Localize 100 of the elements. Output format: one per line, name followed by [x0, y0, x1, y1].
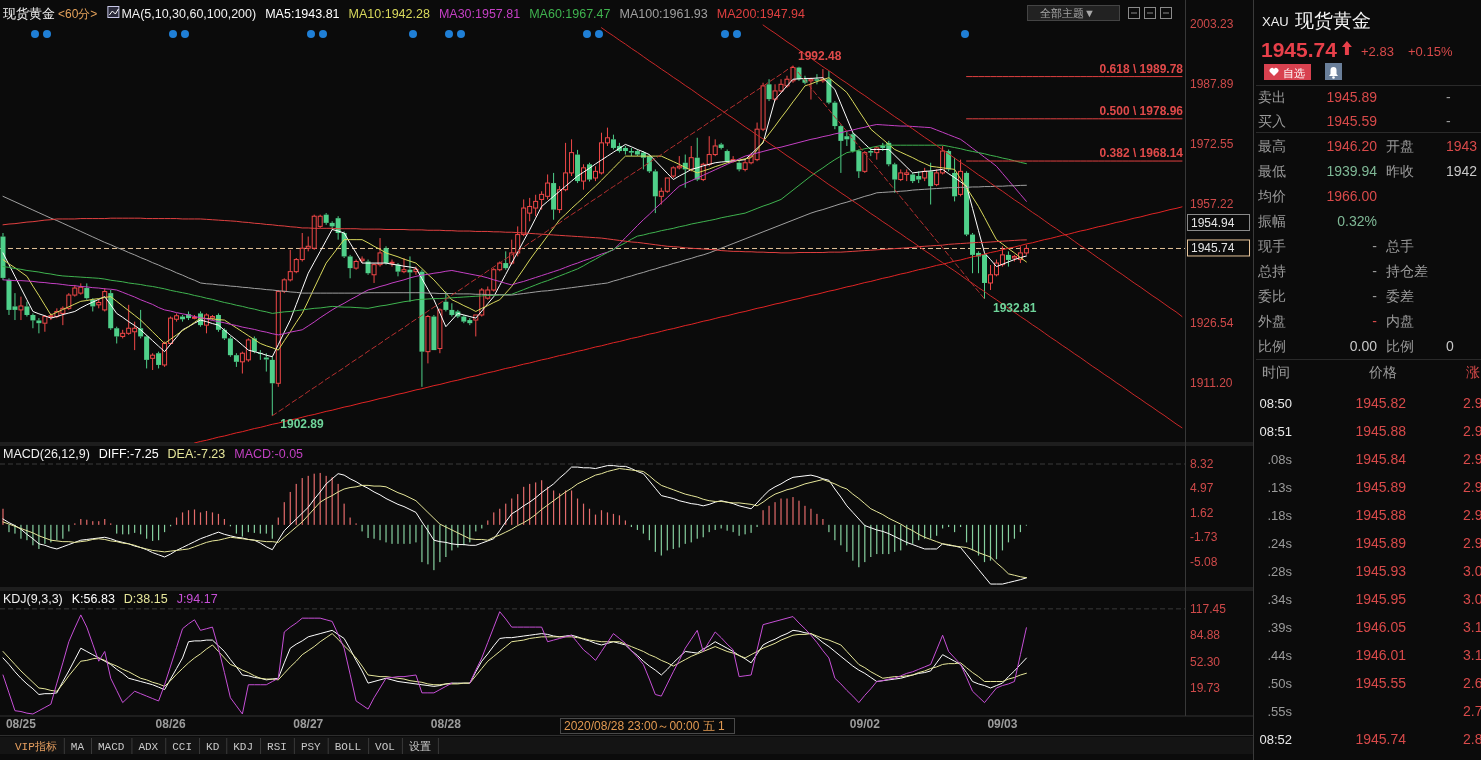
text: 设置 [408, 741, 431, 753]
text: 昨收 [1386, 163, 1414, 180]
text: 1939.94 [1326, 163, 1378, 180]
text: ADX [138, 741, 159, 753]
text: 总持 [1257, 262, 1286, 279]
legend-text: K:56.83 [71, 592, 115, 606]
cursor-tooltip: 2020/08/28 23:00～00:00 五 1 [560, 718, 735, 734]
y-tick-label: 84.88 [1190, 628, 1221, 643]
text: 振幅 [1258, 213, 1286, 229]
y-tick-label: 117.45 [1190, 601, 1226, 616]
text: 开盘 [1386, 138, 1414, 155]
y-tick-label: 4.97 [1190, 481, 1214, 496]
legend-text: MA200:1947.94 [716, 7, 806, 21]
y-tick-label: 1926.54 [1190, 316, 1234, 331]
text: 2.9 [1463, 423, 1481, 439]
axis-value-box: 1954.94 [1187, 214, 1250, 231]
text: .44s [1267, 648, 1293, 663]
y-tick-label: 1911.20 [1190, 376, 1233, 391]
text: 08:51 [1259, 424, 1292, 439]
text: 1945.59 [1326, 113, 1378, 130]
text: 2.8 [1463, 731, 1481, 747]
text: 现手 [1258, 237, 1286, 254]
x-tick-label: 08/27 [293, 717, 324, 731]
text: 1945.82 [1355, 395, 1407, 411]
text: 卖出 [1258, 88, 1286, 105]
y-tick-label: 1.62 [1190, 506, 1214, 520]
legend-text: <60分> [58, 7, 98, 21]
text: .50s [1267, 676, 1293, 691]
text: 2.6 [1463, 675, 1481, 691]
x-tick-label: 09/03 [987, 717, 1018, 731]
text: 买入 [1258, 113, 1286, 130]
x-tick-label: 08/28 [430, 717, 461, 731]
text: 外盘 [1258, 312, 1286, 329]
text: 2.7 [1463, 703, 1481, 719]
text: 1945.88 [1355, 423, 1407, 439]
text: 3.0 [1463, 563, 1481, 579]
x-tick-label: 09/02 [849, 717, 880, 731]
legend-text: J:94.17 [176, 592, 218, 606]
text: BOLL [334, 741, 362, 753]
text: .13s [1267, 480, 1293, 495]
text: MACD [98, 741, 125, 753]
text: - [1446, 88, 1451, 105]
text: +0.15% [1408, 44, 1453, 59]
annotation: 1902.89 [280, 416, 324, 431]
text: .39s [1267, 620, 1293, 635]
text: 1945.89 [1355, 535, 1407, 551]
text: - [1446, 113, 1451, 130]
text: MA [70, 741, 85, 753]
text: PSY [300, 741, 322, 753]
text: 2.9 [1463, 451, 1481, 467]
legend-text: MA5:1943.81 [265, 7, 340, 21]
text: 1946.01 [1355, 647, 1407, 663]
annotation: 0.382 \ 1968.14 [1099, 146, 1183, 161]
y-tick-label: 52.30 [1190, 654, 1221, 669]
text: .18s [1267, 508, 1293, 523]
y-tick-label: 8.32 [1190, 457, 1214, 471]
text: 3.1 [1463, 619, 1481, 635]
text: 08:50 [1259, 396, 1292, 411]
text: 1945.89 [1326, 88, 1378, 105]
legend-text: D:38.15 [123, 592, 168, 606]
y-tick-label: 1987.89 [1190, 76, 1234, 91]
y-tick-label: -5.08 [1190, 554, 1218, 569]
text: 0.32% [1337, 213, 1377, 229]
text: RSI [267, 741, 287, 753]
text: 1945.74 [1261, 38, 1338, 61]
text: 2.9 [1463, 535, 1481, 551]
legend-text: MA10:1942.28 [348, 7, 430, 21]
legend-text: MACD:-0.05 [234, 447, 304, 461]
text: 涨 [1466, 364, 1480, 380]
y-tick-label: 2003.23 [1190, 17, 1234, 32]
legend-text: DIFF:-7.25 [98, 447, 159, 461]
ref-line-label: 1945.74 [1191, 241, 1235, 256]
y-tick-label: 19.73 [1190, 681, 1221, 696]
text: 时间 [1262, 364, 1290, 380]
text: - [1372, 287, 1378, 304]
text: .34s [1267, 592, 1293, 607]
text: 1945.84 [1355, 451, 1407, 467]
text: 现货黄金 [1294, 10, 1371, 31]
text: 比例 [1386, 337, 1414, 354]
legend-text: MA100:1961.93 [619, 7, 708, 21]
text: 1946.05 [1355, 619, 1407, 635]
annotation: 0.500 \ 1978.96 [1099, 103, 1183, 118]
text: CCI [172, 741, 193, 753]
text: .08s [1267, 452, 1293, 467]
text: 1945.95 [1355, 591, 1407, 607]
text: 08:52 [1259, 732, 1292, 747]
legend-text: 现货黄金 [3, 7, 55, 21]
text: KD [206, 741, 220, 753]
y-tick-label: 1957.22 [1190, 196, 1234, 211]
text: KDJ [233, 741, 254, 753]
annotation: 全部主题▼ [1040, 7, 1095, 19]
text: 2.9 [1463, 479, 1481, 495]
legend-text: MA60:1967.47 [529, 7, 611, 21]
axis-value-box: 1945.74 [1187, 239, 1250, 257]
text: VOL [375, 741, 395, 753]
legend-text: DEA:-7.23 [167, 447, 226, 461]
text: - [1372, 312, 1378, 329]
text: 最高 [1258, 138, 1286, 155]
text: 最低 [1258, 163, 1286, 180]
y-tick-label: 1972.55 [1190, 136, 1234, 151]
